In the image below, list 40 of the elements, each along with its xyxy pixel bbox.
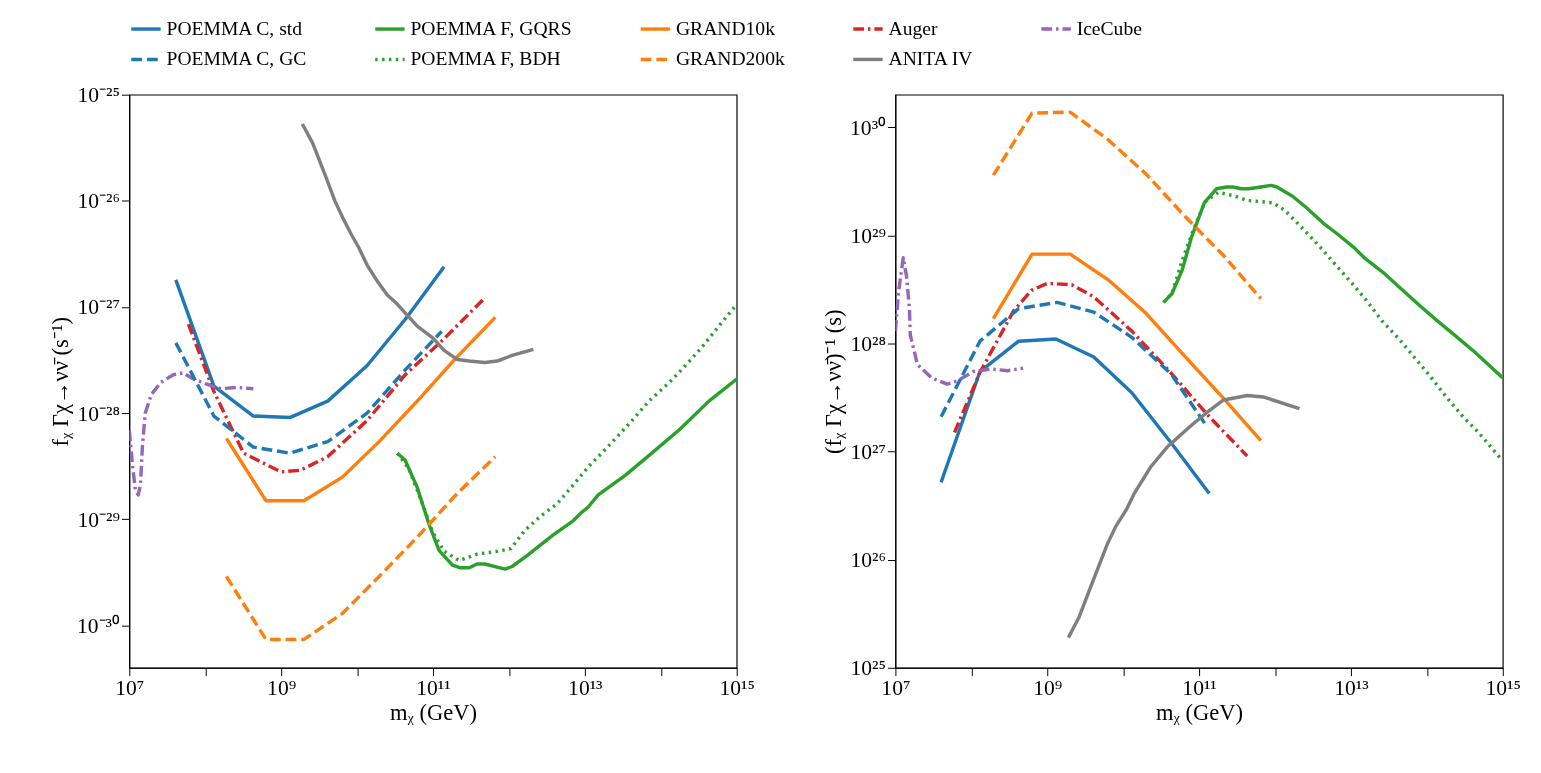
line-series (224, 315, 497, 503)
x-tick-label: 10⁹ (1033, 675, 1063, 700)
x-tick-label: 10¹⁵ (1485, 675, 1522, 700)
y-tick-label: 10⁻³⁰ (76, 613, 121, 638)
y-tick-label: 10³⁰ (850, 115, 887, 140)
x-tick-label: 10¹³ (1334, 675, 1370, 700)
legend-label: Auger (888, 17, 938, 39)
x-tick-label: 10¹³ (568, 675, 604, 700)
line-series (939, 337, 1211, 496)
line-series (991, 110, 1263, 301)
legend-label: GRAND10k (675, 17, 776, 39)
x-tick-label: 10¹¹ (1182, 675, 1217, 700)
y-tick-label: 10⁻²⁶ (77, 189, 121, 214)
y-tick-label: 10⁻²⁵ (77, 83, 121, 108)
y-tick-label: 10⁻²⁸ (77, 401, 121, 426)
legend-label: ANITA IV (888, 48, 973, 70)
x-tick-label: 10¹¹ (416, 675, 451, 700)
y-tick-label: 10⁻²⁹ (77, 507, 121, 532)
y-axis-title: (fᵪ Γχ→νν̄)⁻¹ (s) (821, 309, 847, 454)
y-tick-label: 10²⁸ (850, 331, 887, 356)
x-tick-label: 10⁹ (267, 675, 297, 700)
line-series (991, 252, 1263, 443)
y-tick-label: 10²⁷ (850, 439, 887, 464)
x-tick-label: 10¹⁵ (719, 675, 755, 700)
legend-label: POEMMA F, BDH (410, 48, 561, 70)
line-series (174, 329, 444, 455)
legend-label: POEMMA C, std (166, 17, 303, 39)
y-tick-label: 10²⁹ (850, 223, 887, 248)
line-series (174, 264, 446, 420)
x-tick-label: 10⁷ (115, 675, 145, 700)
y-tick-label: 10²⁶ (850, 548, 887, 573)
legend-label: IceCube (1076, 17, 1143, 39)
legend-label: GRAND200k (675, 48, 785, 70)
x-axis-title: mᵪ (GeV) (389, 700, 478, 726)
y-tick-label: 10⁻²⁷ (77, 295, 121, 320)
x-axis-title: mᵪ (GeV) (1156, 700, 1244, 726)
legend-label: POEMMA C, GC (166, 48, 307, 70)
legend-label: POEMMA F, GQRS (410, 17, 572, 39)
y-axis-title: fᵪ Γχ→νν̄ (s⁻¹) (48, 316, 74, 447)
line-series (224, 454, 497, 642)
